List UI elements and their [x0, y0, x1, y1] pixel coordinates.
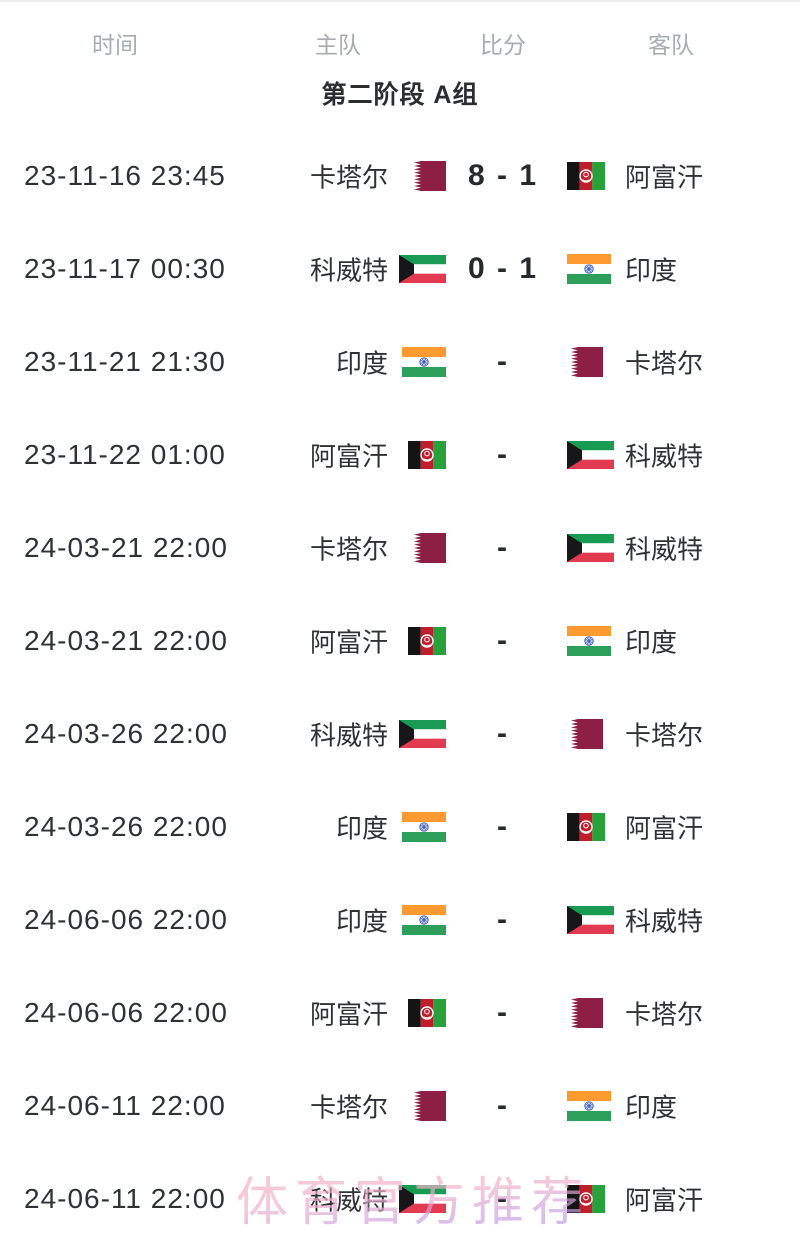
score: - [497, 716, 509, 750]
home-team-name: 科威特 [309, 1185, 388, 1215]
match-row[interactable]: 24-03-21 22:00 阿富汗 - 印度 [0, 594, 800, 687]
column-header-home: 主队 [315, 32, 361, 58]
column-header-score: 比分 [480, 32, 526, 58]
match-row[interactable]: 24-06-11 22:00 科威特 - 阿富汗 [0, 1152, 800, 1235]
india-flag-icon [567, 625, 611, 656]
match-time: 24-03-21 22:00 [24, 624, 228, 656]
away-team-name: 科威特 [625, 906, 704, 936]
match-time: 23-11-16 23:45 [24, 159, 226, 191]
score: - [497, 1088, 509, 1122]
score: - [497, 809, 509, 843]
score: - [497, 344, 509, 378]
match-time: 23-11-22 01:00 [24, 438, 226, 470]
match-row[interactable]: 23-11-21 21:30 印度 - 卡塔尔 [0, 315, 800, 408]
india-flag-icon [567, 1090, 611, 1121]
match-time: 23-11-21 21:30 [24, 345, 226, 377]
match-row[interactable]: 23-11-17 00:30 科威特 0 - 1 印度 [0, 222, 800, 315]
away-team-name: 印度 [625, 627, 678, 657]
score: 8 - 1 [467, 158, 539, 192]
away-team-name: 阿富汗 [625, 162, 704, 192]
home-team-name: 阿富汗 [309, 627, 388, 657]
column-header-away: 客队 [648, 32, 694, 58]
match-time: 24-03-26 22:00 [24, 717, 228, 749]
score: - [497, 623, 509, 657]
match-time: 24-06-06 22:00 [24, 903, 228, 935]
home-team-name: 卡塔尔 [309, 162, 388, 192]
away-team-name: 科威特 [625, 534, 704, 564]
away-team-name: 卡塔尔 [625, 348, 704, 378]
score: - [497, 530, 509, 564]
home-team-name: 印度 [335, 348, 388, 378]
afghanistan-flag-icon [408, 626, 446, 655]
afghanistan-flag-icon [408, 440, 446, 469]
home-team-name: 科威特 [309, 720, 388, 750]
match-row[interactable]: 24-03-21 22:00 卡塔尔 - 科威特 [0, 501, 800, 594]
qatar-flag-icon [567, 997, 603, 1028]
away-team-name: 印度 [625, 1092, 678, 1122]
match-time: 24-03-26 22:00 [24, 810, 228, 842]
match-row[interactable]: 23-11-16 23:45 卡塔尔 8 - 1 阿富汗 [0, 129, 800, 222]
home-team-name: 阿富汗 [309, 441, 388, 471]
match-row[interactable]: 23-11-22 01:00 阿富汗 - 科威特 [0, 408, 800, 501]
away-team-name: 卡塔尔 [625, 720, 704, 750]
afghanistan-flag-icon [567, 161, 605, 190]
home-team-name: 印度 [335, 906, 388, 936]
india-flag-icon [402, 904, 446, 935]
match-time: 24-06-11 22:00 [24, 1182, 226, 1214]
match-time: 24-03-21 22:00 [24, 531, 228, 563]
away-team-name: 阿富汗 [625, 1185, 704, 1215]
away-team-name: 科威特 [625, 441, 704, 471]
match-row[interactable]: 24-06-06 22:00 印度 - 科威特 [0, 873, 800, 966]
match-row[interactable]: 24-03-26 22:00 印度 - 阿富汗 [0, 780, 800, 873]
match-list: 23-11-16 23:45 卡塔尔 8 - 1 阿富汗 23-11-17 00… [0, 129, 800, 1235]
kuwait-flag-icon [399, 254, 446, 283]
kuwait-flag-icon [399, 1184, 446, 1213]
qatar-flag-icon [567, 718, 603, 749]
qatar-flag-icon [410, 1090, 446, 1121]
score: - [497, 437, 509, 471]
afghanistan-flag-icon [567, 1184, 605, 1213]
section-title: 第二阶段 A组 [321, 81, 479, 109]
match-time: 23-11-17 00:30 [24, 252, 226, 284]
score: - [497, 902, 509, 936]
kuwait-flag-icon [567, 533, 614, 562]
india-flag-icon [402, 811, 446, 842]
match-row[interactable]: 24-03-26 22:00 科威特 - 卡塔尔 [0, 687, 800, 780]
match-row[interactable]: 24-06-11 22:00 卡塔尔 - 印度 [0, 1059, 800, 1152]
match-time: 24-06-06 22:00 [24, 996, 228, 1028]
qatar-flag-icon [410, 160, 446, 191]
india-flag-icon [402, 346, 446, 377]
column-header-time: 时间 [92, 32, 138, 58]
home-team-name: 科威特 [309, 255, 388, 285]
kuwait-flag-icon [567, 440, 614, 469]
away-team-name: 阿富汗 [625, 813, 704, 843]
home-team-name: 卡塔尔 [309, 1092, 388, 1122]
away-team-name: 印度 [625, 255, 678, 285]
afghanistan-flag-icon [408, 998, 446, 1027]
match-row[interactable]: 24-06-06 22:00 阿富汗 - 卡塔尔 [0, 966, 800, 1059]
home-team-name: 阿富汗 [309, 999, 388, 1029]
afghanistan-flag-icon [567, 812, 605, 841]
score: - [497, 1181, 509, 1215]
score: - [497, 995, 509, 1029]
india-flag-icon [567, 253, 611, 284]
kuwait-flag-icon [567, 905, 614, 934]
qatar-flag-icon [567, 346, 603, 377]
match-time: 24-06-11 22:00 [24, 1089, 226, 1121]
qatar-flag-icon [410, 532, 446, 563]
home-team-name: 卡塔尔 [309, 534, 388, 564]
home-team-name: 印度 [335, 813, 388, 843]
kuwait-flag-icon [399, 719, 446, 748]
away-team-name: 卡塔尔 [625, 999, 704, 1029]
score: 0 - 1 [467, 251, 539, 285]
